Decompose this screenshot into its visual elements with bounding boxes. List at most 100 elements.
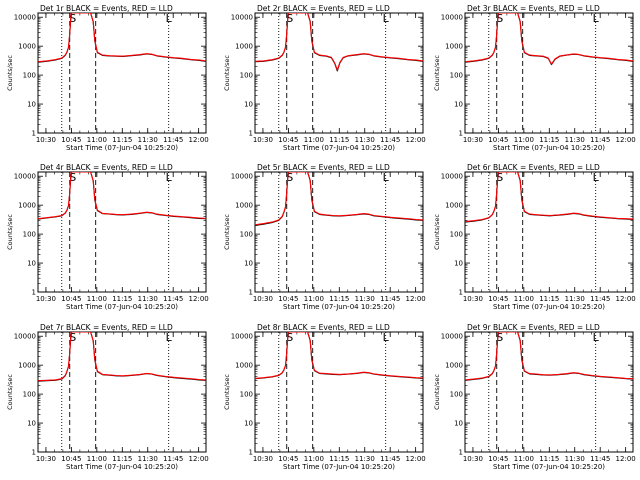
x-tick-label: 11:30 bbox=[565, 455, 585, 463]
plot-frame bbox=[37, 12, 207, 134]
lld-series-line bbox=[38, 332, 206, 382]
panel-title: Det 1r BLACK = Events, RED = LLD bbox=[40, 4, 173, 13]
panel-det-7: Det 7r BLACK = Events, RED = LLD 1 10 100 10… bbox=[6, 323, 209, 471]
x-tick-label: 12:00 bbox=[616, 295, 636, 303]
y-tick-label: 100 bbox=[240, 391, 253, 399]
x-tick-label: 10:45 bbox=[61, 136, 81, 144]
panel-det-4: Det 4r BLACK = Events, RED = LLD 1 10 100 10… bbox=[6, 163, 209, 311]
x-tick-label: 12:00 bbox=[616, 455, 636, 463]
x-tick-label: 11:30 bbox=[138, 295, 158, 303]
x-tick-label: 11:45 bbox=[163, 295, 183, 303]
panel-title: Det 2r BLACK = Events, RED = LLD bbox=[257, 4, 390, 13]
plot-frame bbox=[464, 12, 634, 134]
y-tick-label: 1000 bbox=[445, 43, 463, 51]
marker-l: L bbox=[166, 12, 173, 25]
y-tick-label: 10000 bbox=[14, 333, 36, 341]
y-tick-label: 1 bbox=[32, 130, 36, 138]
plot-frame bbox=[464, 171, 634, 293]
lld-series-line bbox=[465, 332, 633, 381]
events-series-line bbox=[38, 332, 206, 382]
events-series-line bbox=[38, 13, 206, 63]
x-axis-label: Start Time (07-Jun-04 10:25:20) bbox=[493, 303, 605, 311]
x-tick-label: 11:15 bbox=[539, 136, 559, 144]
x-tick-label: 11:45 bbox=[380, 136, 400, 144]
x-axis-label: Start Time (07-Jun-04 10:25:20) bbox=[493, 144, 605, 152]
y-tick-label: 10000 bbox=[231, 333, 253, 341]
y-tick-label: 100 bbox=[450, 231, 463, 239]
y-axis-label: Counts/sec bbox=[433, 55, 441, 91]
y-tick-label: 100 bbox=[23, 72, 36, 80]
x-tick-label: 11:30 bbox=[355, 136, 375, 144]
panel-det-6: Det 6r BLACK = Events, RED = LLD 1 10 100 10… bbox=[433, 163, 636, 311]
marker-s: S bbox=[69, 331, 76, 344]
x-tick-label: 11:15 bbox=[112, 295, 132, 303]
panel-det-2: Det 2r BLACK = Events, RED = LLD 1 10 100 10… bbox=[223, 4, 426, 152]
x-tick-label: 12:00 bbox=[616, 136, 636, 144]
x-tick-label: 10:45 bbox=[488, 295, 508, 303]
x-tick-label: 10:30 bbox=[253, 295, 273, 303]
x-tick-label: 10:30 bbox=[253, 136, 273, 144]
y-tick-label: 1 bbox=[459, 289, 463, 297]
marker-l: L bbox=[383, 171, 390, 184]
y-tick-label: 100 bbox=[23, 231, 36, 239]
x-tick-label: 11:30 bbox=[355, 455, 375, 463]
y-tick-label: 100 bbox=[240, 231, 253, 239]
plot-frame bbox=[254, 331, 424, 453]
y-tick-label: 10000 bbox=[441, 173, 463, 181]
x-tick-label: 11:15 bbox=[329, 455, 349, 463]
y-tick-label: 10 bbox=[454, 101, 463, 109]
panel-title: Det 9r BLACK = Events, RED = LLD bbox=[467, 323, 600, 332]
x-tick-label: 11:45 bbox=[590, 295, 610, 303]
lld-series-line bbox=[255, 332, 423, 379]
x-tick-label: 12:00 bbox=[189, 136, 209, 144]
x-tick-label: 11:15 bbox=[539, 295, 559, 303]
y-tick-label: 1000 bbox=[235, 362, 253, 370]
y-tick-label: 10 bbox=[454, 420, 463, 428]
x-tick-label: 11:15 bbox=[112, 455, 132, 463]
y-tick-label: 10 bbox=[244, 260, 253, 268]
lld-series-line bbox=[465, 172, 633, 223]
x-axis-label: Start Time (07-Jun-04 10:25:20) bbox=[493, 463, 605, 471]
y-axis-label: Counts/sec bbox=[223, 374, 231, 410]
panel-det-9: Det 9r BLACK = Events, RED = LLD 1 10 100 10… bbox=[433, 323, 636, 471]
y-tick-label: 10 bbox=[244, 420, 253, 428]
x-axis-label: Start Time (07-Jun-04 10:25:20) bbox=[66, 303, 178, 311]
lld-series-line bbox=[465, 13, 633, 65]
y-tick-label: 10 bbox=[27, 260, 36, 268]
events-series-line bbox=[255, 13, 423, 72]
marker-s: S bbox=[69, 12, 76, 25]
x-tick-label: 11:45 bbox=[163, 455, 183, 463]
marker-l: L bbox=[166, 171, 173, 184]
y-tick-label: 10000 bbox=[441, 333, 463, 341]
marker-l: L bbox=[593, 12, 600, 25]
panel-title: Det 4r BLACK = Events, RED = LLD bbox=[40, 163, 173, 172]
x-tick-label: 11:30 bbox=[565, 136, 585, 144]
x-tick-label: 11:15 bbox=[539, 455, 559, 463]
x-tick-label: 10:30 bbox=[36, 455, 56, 463]
marker-s: S bbox=[496, 12, 503, 25]
marker-s: S bbox=[496, 171, 503, 184]
x-axis-label: Start Time (07-Jun-04 10:25:20) bbox=[283, 144, 395, 152]
x-tick-label: 11:30 bbox=[138, 455, 158, 463]
x-tick-label: 11:45 bbox=[590, 136, 610, 144]
x-tick-label: 11:30 bbox=[138, 136, 158, 144]
x-tick-label: 11:00 bbox=[514, 136, 534, 144]
panel-det-3: Det 3r BLACK = Events, RED = LLD 1 10 100 10… bbox=[433, 4, 636, 152]
panel-title: Det 5r BLACK = Events, RED = LLD bbox=[257, 163, 390, 172]
x-tick-label: 10:45 bbox=[488, 136, 508, 144]
lld-series-line bbox=[255, 172, 423, 226]
x-tick-label: 11:15 bbox=[112, 136, 132, 144]
y-tick-label: 1 bbox=[249, 289, 253, 297]
marker-l: L bbox=[383, 12, 390, 25]
y-axis-label: Counts/sec bbox=[6, 55, 14, 91]
x-tick-label: 10:30 bbox=[36, 295, 56, 303]
y-tick-label: 10000 bbox=[441, 14, 463, 22]
plot-frame bbox=[37, 171, 207, 293]
panel-det-1: Det 1r BLACK = Events, RED = LLD 1 10 100 10… bbox=[6, 4, 209, 152]
panel-title: Det 8r BLACK = Events, RED = LLD bbox=[257, 323, 390, 332]
y-axis-label: Counts/sec bbox=[223, 55, 231, 91]
y-tick-label: 1000 bbox=[235, 43, 253, 51]
y-tick-label: 1 bbox=[32, 449, 36, 457]
y-tick-label: 10000 bbox=[14, 14, 36, 22]
